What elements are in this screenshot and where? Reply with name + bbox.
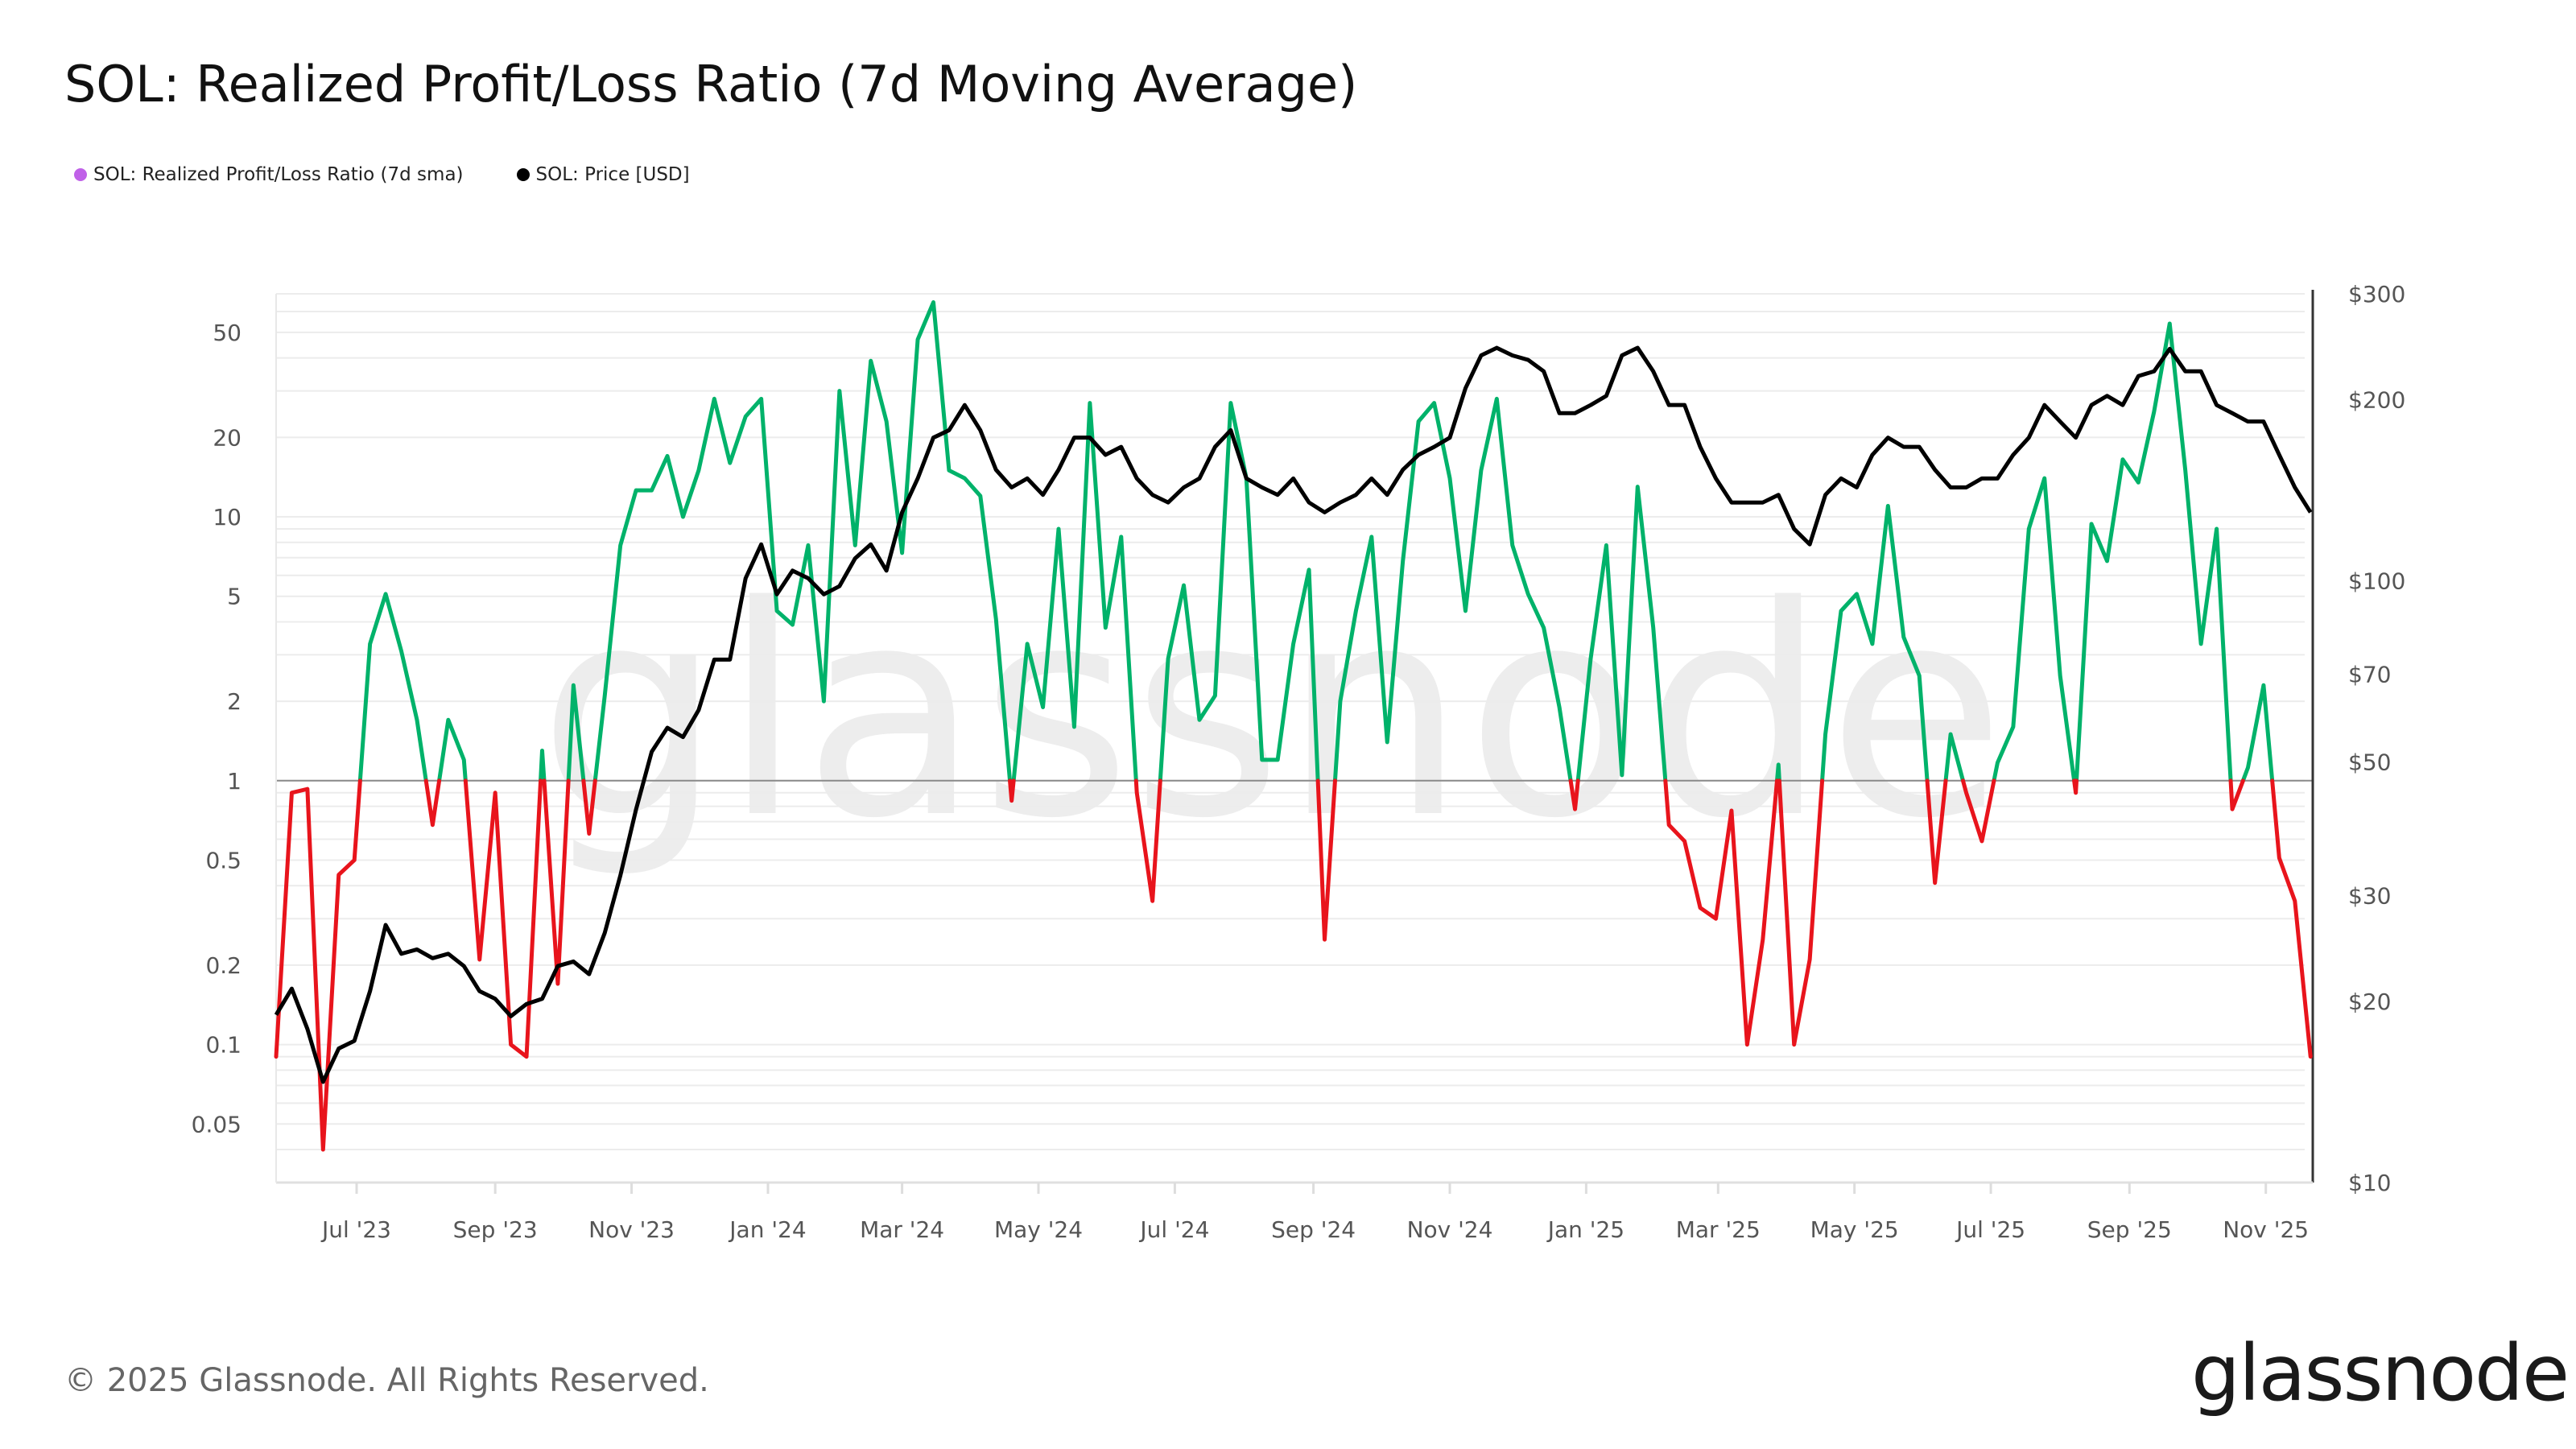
price-line bbox=[274, 345, 2313, 1084]
y-left-tick-label: 10 bbox=[213, 504, 242, 530]
y-left-tick-label: 20 bbox=[213, 424, 242, 451]
y-left-tick-label: 0.5 bbox=[205, 847, 242, 873]
x-tick-label: Jan '24 bbox=[728, 1216, 806, 1243]
legend-dot-ratio-icon bbox=[74, 168, 87, 181]
y-left-tick-label: 50 bbox=[213, 320, 242, 346]
legend-item-price[interactable]: SOL: Price [USD] bbox=[516, 164, 690, 185]
y-right-tick-label: $100 bbox=[2348, 568, 2405, 595]
x-tick-label: Nov '24 bbox=[1407, 1216, 1493, 1243]
chart-title: SOL: Realized Profit/Loss Ratio (7d Movi… bbox=[64, 55, 1358, 114]
ratio-line-loss bbox=[274, 778, 2313, 1152]
legend-dot-price-icon bbox=[516, 168, 530, 181]
y-right-tick-label: $30 bbox=[2348, 882, 2391, 909]
x-tick-label: Sep '25 bbox=[2087, 1216, 2172, 1243]
x-tick-label: Jul '23 bbox=[320, 1216, 391, 1243]
x-tick-label: Jan '25 bbox=[1546, 1216, 1624, 1243]
x-tick-label: Mar '24 bbox=[860, 1216, 944, 1243]
axes: 0.05 0.1 0.2 0.5 1 2 5 10 20 50 $10 $20 $30 $50 $70 $10… bbox=[192, 281, 2406, 1243]
y-left-tick-label: 0.05 bbox=[192, 1111, 242, 1137]
x-tick-label: Jul '25 bbox=[1955, 1216, 2025, 1243]
legend-label-ratio: SOL: Realized Profit/Loss Ratio (7d sma) bbox=[93, 164, 464, 185]
x-tick-label: Mar '25 bbox=[1676, 1216, 1761, 1243]
legend-label-price: SOL: Price [USD] bbox=[535, 164, 690, 185]
y-right-tick-label: $300 bbox=[2348, 281, 2405, 308]
legend: SOL: Realized Profit/Loss Ratio (7d sma)… bbox=[74, 164, 690, 185]
x-tick-label: Sep '23 bbox=[453, 1216, 538, 1243]
x-tick-label: Sep '24 bbox=[1271, 1216, 1356, 1243]
glassnode-logo[interactable]: glassnode bbox=[2191, 1328, 2570, 1418]
ratio-line-profit bbox=[357, 300, 2275, 783]
y-right-tick-label: $200 bbox=[2348, 387, 2405, 414]
y-left-tick-label: 0.2 bbox=[205, 952, 242, 979]
x-tick-label: May '24 bbox=[994, 1216, 1083, 1243]
y-left-tick-label: 5 bbox=[227, 584, 242, 610]
y-left-tick-label: 0.1 bbox=[205, 1032, 242, 1059]
y-right-tick-label: $10 bbox=[2348, 1170, 2391, 1196]
legend-item-ratio[interactable]: SOL: Realized Profit/Loss Ratio (7d sma) bbox=[74, 164, 464, 185]
watermark: glassnode bbox=[539, 544, 2006, 881]
y-right-tick-label: $20 bbox=[2348, 989, 2391, 1015]
copyright: © 2025 Glassnode. All Rights Reserved. bbox=[64, 1362, 709, 1399]
y-left-tick-label: 1 bbox=[227, 768, 242, 795]
series bbox=[274, 300, 2313, 1152]
x-tick-label: May '25 bbox=[1810, 1216, 1899, 1243]
x-tick-label: Nov '25 bbox=[2223, 1216, 2309, 1243]
x-tick-label: Nov '23 bbox=[588, 1216, 675, 1243]
y-right-tick-label: $50 bbox=[2348, 749, 2391, 776]
y-left-tick-label: 2 bbox=[227, 688, 242, 715]
x-tick-label: Jul '24 bbox=[1138, 1216, 1209, 1243]
y-right-tick-label: $70 bbox=[2348, 661, 2391, 687]
